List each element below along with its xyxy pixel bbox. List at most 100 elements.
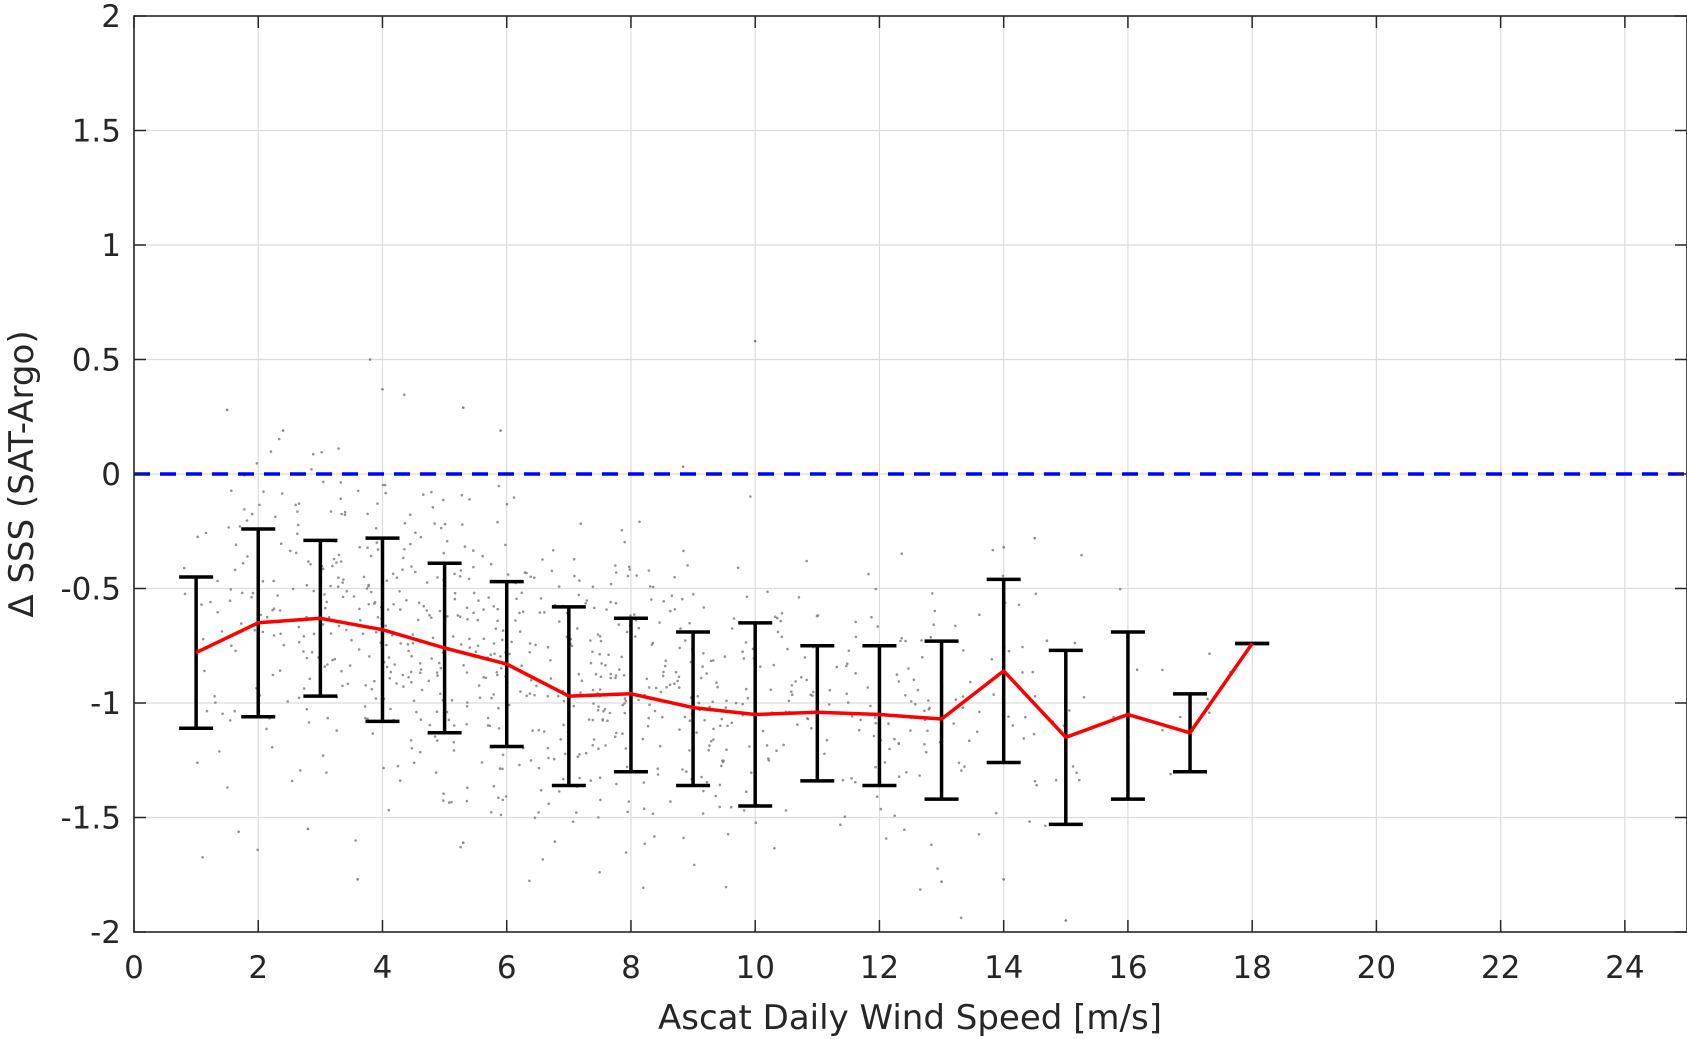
x-tick-label: 18 — [1232, 950, 1271, 986]
scatter-point — [742, 809, 746, 812]
scatter-point — [369, 554, 373, 558]
scatter-point — [410, 747, 414, 750]
scatter-point — [1073, 641, 1077, 645]
scatter-point — [391, 572, 395, 576]
scatter-point — [933, 609, 937, 613]
scatter-point — [474, 650, 478, 653]
scatter-point — [341, 684, 344, 688]
scatter-point — [408, 513, 412, 516]
scatter-point — [766, 590, 769, 594]
scatter-point — [903, 828, 906, 831]
scatter-point — [646, 724, 650, 728]
y-axis-ticks: 2 1.5 1 0.5 0 -0.5 -1 -1.5 -2 — [61, 0, 1687, 951]
scatter-point — [461, 523, 464, 526]
scatter-point — [919, 888, 922, 891]
scatter-point — [677, 686, 681, 689]
scatter-point — [1078, 778, 1081, 782]
scatter-point — [759, 665, 762, 668]
scatter-point — [381, 387, 384, 391]
scatter-point — [216, 611, 219, 614]
scatter-point — [321, 567, 325, 571]
scatter-point — [1054, 778, 1058, 782]
scatter-point — [480, 761, 484, 764]
x-tick-label: 16 — [1108, 950, 1147, 986]
scatter-point — [652, 585, 655, 589]
scatter-point — [472, 591, 476, 595]
scatter-point — [1017, 603, 1021, 607]
scatter-point — [594, 672, 598, 676]
scatter-point — [409, 542, 412, 546]
scatter-point — [625, 630, 629, 634]
scatter-point — [609, 672, 612, 676]
scatter-point — [879, 807, 883, 811]
scatter-point — [729, 805, 733, 809]
scatter-point — [227, 526, 230, 529]
scatter-point — [746, 697, 750, 700]
scatter-point — [796, 723, 799, 726]
scatter-point — [1002, 878, 1005, 881]
scatter-point — [279, 632, 282, 636]
scatter-point — [500, 667, 503, 670]
scatter-point — [1112, 715, 1115, 719]
scatter-point — [599, 639, 603, 643]
scatter-point — [659, 690, 663, 694]
scatter-point — [734, 701, 738, 705]
scatter-point — [364, 716, 367, 720]
scatter-point — [604, 664, 607, 667]
scatter-point — [914, 702, 917, 706]
scatter-point — [459, 569, 463, 572]
scatter-point — [533, 693, 536, 697]
scatter-point — [726, 832, 730, 836]
scatter-point — [321, 754, 325, 757]
scatter-point — [990, 657, 994, 661]
scatter-point — [419, 535, 423, 539]
x-tick-label: 0 — [124, 950, 144, 986]
y-tick-label: -2 — [90, 915, 121, 951]
scatter-point — [584, 602, 587, 605]
scatter-point — [337, 624, 341, 628]
scatter-point — [1206, 697, 1209, 701]
scatter-point — [356, 489, 360, 493]
scatter-point — [603, 707, 607, 711]
scatter-point — [439, 666, 443, 670]
scatter-point — [492, 642, 496, 645]
scatter-point — [923, 709, 926, 713]
scatter-point — [905, 771, 908, 774]
scatter-point — [250, 512, 254, 516]
scatter-point — [669, 800, 672, 803]
scatter-point — [406, 643, 410, 646]
scatter-point — [414, 531, 417, 534]
scatter-point — [321, 623, 325, 626]
scatter-point — [458, 615, 462, 618]
scatter-point — [718, 805, 721, 809]
scatter-point — [963, 765, 966, 768]
scatter-point — [888, 747, 891, 751]
scatter-point — [451, 635, 455, 638]
scatter-point — [714, 794, 717, 798]
scatter-point — [447, 718, 451, 722]
scatter-point — [870, 615, 873, 619]
scatter-point — [466, 701, 469, 704]
scatter-point — [270, 745, 274, 749]
scatter-point — [827, 703, 831, 706]
scatter-point — [712, 727, 715, 731]
scatter-point — [385, 579, 389, 582]
scatter-point — [472, 549, 475, 552]
scatter-point — [339, 497, 343, 501]
scatter-point — [205, 709, 209, 713]
x-axis-ticks: 0 2 4 6 8 10 12 14 16 18 20 22 24 — [124, 16, 1645, 986]
scatter-point — [460, 493, 464, 497]
scatter-point — [367, 603, 371, 606]
scatter-point — [499, 429, 502, 432]
scatter-point — [904, 639, 907, 643]
scatter-point — [847, 649, 851, 652]
scatter-point — [720, 717, 724, 721]
scatter-point — [430, 490, 433, 494]
scatter-point — [533, 576, 536, 579]
scatter-point — [556, 694, 560, 698]
scatter-point — [696, 695, 700, 698]
scatter-point — [501, 629, 505, 632]
scatter-point — [926, 729, 929, 733]
scatter-point — [381, 483, 385, 487]
